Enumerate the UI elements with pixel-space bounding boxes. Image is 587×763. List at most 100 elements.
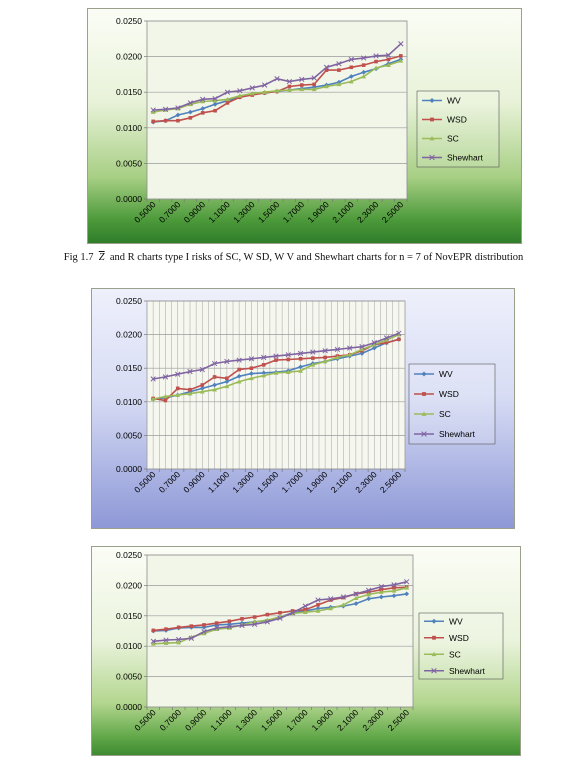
sc-marker-legend xyxy=(429,136,435,141)
sc-marker-18 xyxy=(373,65,379,70)
x-tick-label: 1.7000 xyxy=(280,469,306,495)
wsd-marker-11 xyxy=(290,609,295,613)
shewhart-marker-4 xyxy=(201,628,207,635)
wv-marker-2 xyxy=(175,112,181,118)
shewhart-marker-8 xyxy=(249,85,255,91)
sc-marker-legend xyxy=(421,411,427,416)
y-tick-label: 0.0150 xyxy=(116,363,142,373)
sc-marker-10 xyxy=(273,370,279,375)
x-tick-label: 2.5000 xyxy=(380,199,406,225)
sc-marker-15 xyxy=(336,81,342,87)
wsd-marker-20 xyxy=(397,337,401,342)
wsd-marker-17 xyxy=(366,590,371,594)
wv-marker-19 xyxy=(391,593,397,599)
shewhart-marker-10 xyxy=(273,353,279,359)
sc-marker-6 xyxy=(225,96,230,102)
sc-marker-14 xyxy=(322,359,328,364)
series-shewhart xyxy=(150,330,402,382)
shewhart-marker-12 xyxy=(299,76,305,83)
shewhart-marker-18 xyxy=(378,583,384,590)
x-tick-label: 1.9000 xyxy=(305,199,331,225)
chart-2-svg: 0.00000.00500.01000.01500.02000.02500.50… xyxy=(116,296,496,495)
chart-1-svg: 0.00000.00500.01000.01500.02000.02500.50… xyxy=(116,16,500,225)
wsd-marker-legend xyxy=(430,117,434,122)
sc-marker-17 xyxy=(361,74,367,79)
wsd-marker-2 xyxy=(175,386,180,391)
series-shewhart xyxy=(150,579,410,644)
shewhart-marker-11 xyxy=(286,78,293,85)
shewhart-marker-6 xyxy=(226,624,232,630)
wsd-marker-0 xyxy=(151,628,156,633)
legend-label-wsd: WSD xyxy=(447,115,467,125)
wsd-marker-6 xyxy=(227,619,232,624)
legend-label-sc: SC xyxy=(447,134,459,144)
shewhart-marker-14 xyxy=(328,596,334,602)
shewhart-marker-17 xyxy=(359,344,365,350)
y-tick-label: 0.0000 xyxy=(116,702,142,712)
shewhart-marker-18 xyxy=(371,340,377,346)
chart-3: 0.0000 0.0050 0.0100 0.0150 0.0200 0.0250 0.50… xyxy=(91,546,521,756)
caption-symbol: Z xyxy=(98,252,105,263)
caption-text: and R charts type I risks of SC, W SD, W… xyxy=(109,252,524,263)
wsd-marker-13 xyxy=(312,82,316,87)
legend-label-sc: SC xyxy=(439,409,451,419)
wsd-marker-6 xyxy=(225,101,230,105)
sc-marker-1 xyxy=(163,640,169,645)
y-tick-label: 0.0050 xyxy=(116,158,142,168)
shewhart-marker-1 xyxy=(162,374,169,380)
shewhart-marker-2 xyxy=(175,371,181,377)
sc-marker-5 xyxy=(212,98,218,103)
x-tick-label: 1.9000 xyxy=(310,707,336,733)
y-tick-label: 0.0200 xyxy=(116,52,142,62)
shewhart-marker-16 xyxy=(353,591,359,597)
y-tick-label: 0.0250 xyxy=(116,296,142,306)
shewhart-marker-15 xyxy=(340,594,346,600)
wsd-marker-3 xyxy=(188,116,193,120)
shewhart-marker-11 xyxy=(285,352,291,358)
wv-marker-3 xyxy=(187,109,193,115)
shewhart-marker-9 xyxy=(264,619,270,625)
x-tick-label: 0.7000 xyxy=(157,469,183,495)
wsd-marker-5 xyxy=(213,108,217,113)
plot-area xyxy=(146,20,408,200)
sc-marker-0 xyxy=(150,396,156,401)
sc-marker-9 xyxy=(261,373,267,378)
series-shewhart xyxy=(150,41,404,113)
sc-marker-11 xyxy=(285,369,291,375)
wsd-marker-1 xyxy=(163,398,168,403)
y-tick-label: 0.0100 xyxy=(116,123,142,133)
wsd-marker-19 xyxy=(386,57,391,62)
wsd-marker-5 xyxy=(214,621,219,625)
y-tick-label: 0.0200 xyxy=(116,580,142,590)
wv-marker-18 xyxy=(371,345,377,351)
shewhart-marker-18 xyxy=(373,53,379,59)
shewhart-marker-9 xyxy=(261,82,268,88)
x-tick-label: 1.5000 xyxy=(255,469,281,495)
x-tick-label: 2.3000 xyxy=(355,199,381,225)
x-tick-label: 2.3000 xyxy=(360,707,386,733)
shewhart-marker-17 xyxy=(361,55,367,61)
legend-box xyxy=(408,363,496,445)
chart-2: 0.0000 0.0050 0.0100 0.0150 0.0200 0.0250 0.50… xyxy=(91,288,515,529)
shewhart-marker-6 xyxy=(224,358,230,365)
sc-marker-19 xyxy=(386,62,391,67)
shewhart-marker-19 xyxy=(383,335,390,341)
x-tick-label: 0.7000 xyxy=(157,199,183,225)
shewhart-marker-legend xyxy=(431,667,437,674)
figure-caption: Fig 1.7 Z and R charts type I risks of S… xyxy=(0,252,587,263)
wsd-marker-4 xyxy=(202,623,206,627)
shewhart-marker-3 xyxy=(188,635,194,641)
wsd-marker-5 xyxy=(212,375,217,379)
sc-marker-13 xyxy=(310,362,316,367)
x-tick-label: 1.1000 xyxy=(206,199,232,225)
wsd-marker-3 xyxy=(189,624,194,628)
sc-marker-20 xyxy=(398,58,404,63)
shewhart-marker-0 xyxy=(150,107,156,113)
shewhart-marker-12 xyxy=(302,603,308,609)
legend-label-shewhart: Shewhart xyxy=(449,666,486,676)
sc-marker-5 xyxy=(214,626,220,631)
wsd-marker-8 xyxy=(249,366,254,370)
sc-marker-2 xyxy=(175,392,181,397)
legend-label-wsd: WSD xyxy=(439,389,459,399)
x-tick-label: 2.1000 xyxy=(330,199,356,225)
